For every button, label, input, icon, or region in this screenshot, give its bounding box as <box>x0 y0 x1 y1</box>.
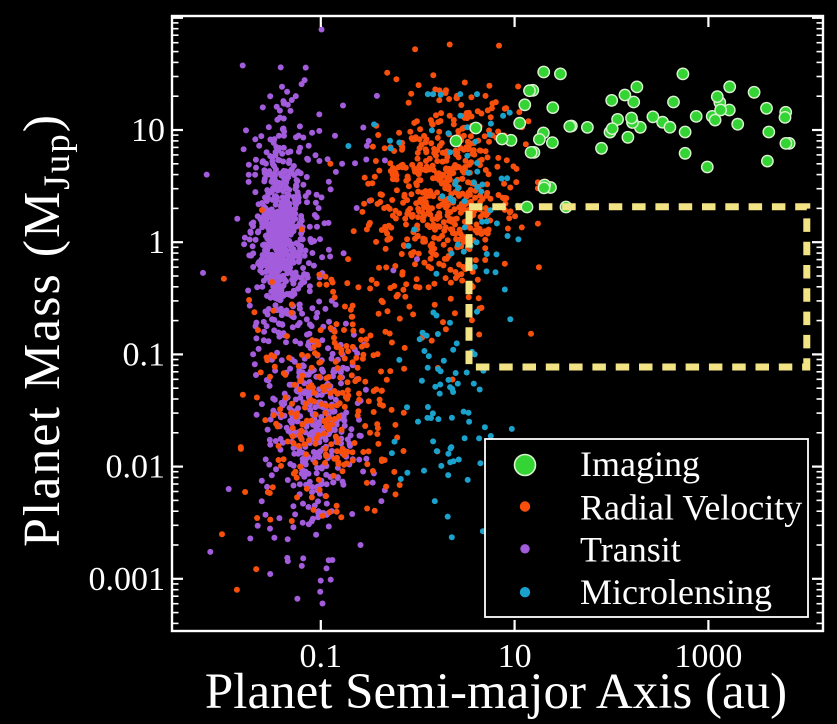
svg-text:1: 1 <box>148 224 165 261</box>
svg-text:1000: 1000 <box>674 638 742 675</box>
svg-text:Microlensing: Microlensing <box>580 572 772 612</box>
svg-text:Imaging: Imaging <box>580 444 700 484</box>
svg-text:10: 10 <box>498 638 532 675</box>
svg-text:0.1: 0.1 <box>300 638 343 675</box>
svg-text:0.01: 0.01 <box>106 449 166 486</box>
svg-text:0.1: 0.1 <box>123 336 166 373</box>
svg-text:Transit: Transit <box>580 530 681 570</box>
svg-text:Planet Semi-major Axis (au): Planet Semi-major Axis (au) <box>205 664 787 720</box>
svg-text:Radial Velocity: Radial Velocity <box>580 488 802 528</box>
svg-text:10: 10 <box>131 112 165 149</box>
svg-text:0.001: 0.001 <box>89 561 166 598</box>
